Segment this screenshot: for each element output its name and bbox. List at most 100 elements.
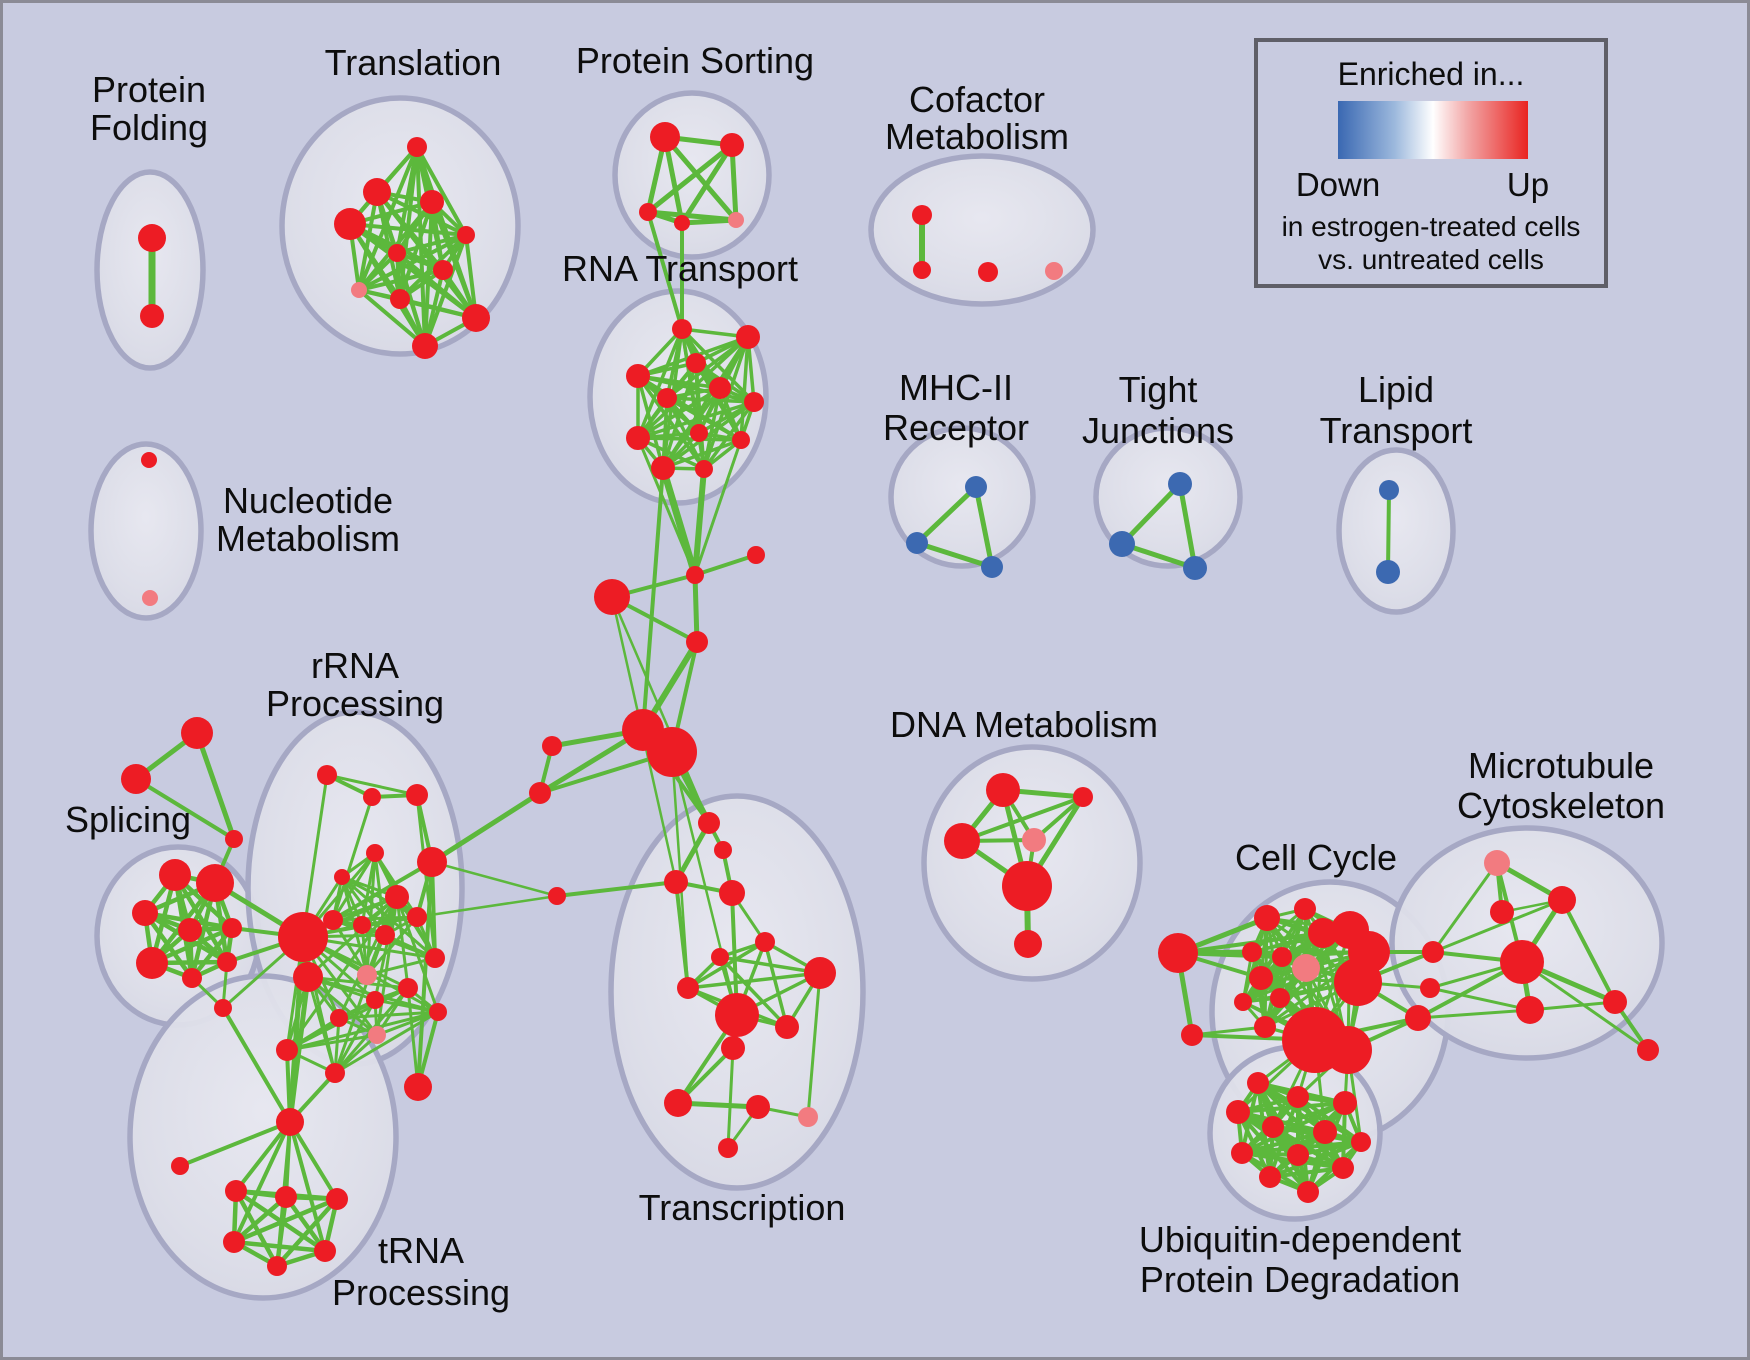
node-ub6 bbox=[1313, 1120, 1337, 1144]
node-rr13 bbox=[323, 910, 343, 930]
node-tn6 bbox=[223, 1231, 245, 1253]
node-cc9 bbox=[1272, 947, 1292, 967]
node-ch2 bbox=[747, 546, 765, 564]
node-dm4 bbox=[1022, 828, 1046, 852]
network-edge bbox=[645, 142, 735, 215]
node-cc17 bbox=[1324, 1026, 1372, 1074]
network-edge bbox=[914, 484, 979, 546]
node-tr4 bbox=[334, 208, 366, 240]
network-edge bbox=[301, 773, 329, 939]
node-cc11 bbox=[1249, 966, 1273, 990]
node-mt7 bbox=[1637, 1039, 1659, 1061]
cluster-label-translation: Translation bbox=[325, 42, 502, 83]
node-pf1 bbox=[138, 224, 166, 252]
network-edge bbox=[670, 750, 739, 1017]
network-edge bbox=[285, 895, 399, 1052]
node-tn8 bbox=[267, 1256, 287, 1276]
node-tx8 bbox=[677, 977, 699, 999]
node-tn5 bbox=[326, 1188, 348, 1210]
node-tx16 bbox=[718, 1138, 738, 1158]
node-rr3 bbox=[225, 830, 243, 848]
node-sp9 bbox=[214, 999, 232, 1017]
node-tx3 bbox=[714, 841, 732, 859]
network-edge bbox=[679, 142, 735, 226]
node-ub12 bbox=[1297, 1181, 1319, 1203]
network-edge bbox=[914, 540, 995, 570]
network-edge bbox=[357, 190, 379, 292]
node-sp5 bbox=[222, 918, 242, 938]
network-edge bbox=[234, 1120, 292, 1193]
network-edge bbox=[233, 1188, 280, 1269]
legend-subtitle-line1: in estrogen-treated cells bbox=[1281, 211, 1581, 242]
node-ub10 bbox=[1332, 1157, 1354, 1179]
network-edge bbox=[679, 217, 739, 226]
network-edge bbox=[1240, 1130, 1327, 1155]
network-edge bbox=[221, 1006, 292, 1124]
nodes bbox=[121, 122, 1659, 1276]
node-tf1 bbox=[276, 1108, 304, 1136]
node-tx13 bbox=[664, 1089, 692, 1117]
network-edge bbox=[1431, 898, 1564, 954]
network-edge bbox=[806, 971, 822, 1119]
node-tx4 bbox=[664, 870, 688, 894]
cluster-label-dna-metabolism: DNA Metabolism bbox=[890, 704, 1158, 745]
node-dm1 bbox=[986, 773, 1020, 807]
node-ps5 bbox=[728, 212, 744, 228]
node-tr1 bbox=[407, 137, 427, 157]
node-dm3 bbox=[944, 823, 980, 859]
node-dm5 bbox=[1002, 861, 1052, 911]
node-ub3 bbox=[1226, 1100, 1250, 1124]
node-sp1 bbox=[159, 859, 191, 891]
node-ch6 bbox=[529, 782, 551, 804]
cluster-label-nucleotide-metabolism: Nucleotide Metabolism bbox=[216, 480, 400, 559]
node-rr20 bbox=[429, 1003, 447, 1021]
node-sp8 bbox=[217, 952, 237, 972]
cluster-ellipse-cofactor-metabolism bbox=[868, 153, 1096, 307]
node-cf3 bbox=[978, 262, 998, 282]
node-cc2 bbox=[1181, 1024, 1203, 1046]
node-cc14 bbox=[1334, 958, 1382, 1006]
network-edge bbox=[674, 880, 690, 990]
node-tx10 bbox=[715, 993, 759, 1037]
legend-subtitle-line2: vs. untreated cells bbox=[1318, 244, 1544, 275]
node-tr5 bbox=[457, 226, 475, 244]
node-tr7 bbox=[433, 260, 453, 280]
node-rt1 bbox=[672, 319, 692, 339]
node-ub5 bbox=[1262, 1116, 1284, 1138]
network-edge bbox=[555, 880, 678, 898]
network-edge bbox=[142, 910, 195, 981]
node-mt4 bbox=[1500, 940, 1544, 984]
node-tr2 bbox=[363, 178, 391, 206]
node-mt5 bbox=[1603, 990, 1627, 1014]
node-tx2 bbox=[698, 812, 720, 834]
node-mh3 bbox=[981, 556, 1003, 578]
node-tx14 bbox=[746, 1095, 770, 1119]
node-rt5 bbox=[709, 377, 731, 399]
node-cc1 bbox=[1158, 933, 1198, 973]
node-cc8 bbox=[1242, 942, 1262, 962]
node-cc10 bbox=[1292, 954, 1320, 982]
cluster-label-microtubule-cytoskeleton: Microtubule Cytoskeleton bbox=[1457, 745, 1665, 826]
network-edge bbox=[1236, 1101, 1347, 1114]
network-edge bbox=[641, 466, 665, 732]
node-cc19 bbox=[1422, 941, 1444, 963]
network-edge bbox=[430, 200, 478, 320]
network-edge bbox=[636, 436, 743, 442]
node-sp4 bbox=[178, 918, 202, 942]
network-edge bbox=[232, 1120, 292, 1244]
network-edge bbox=[395, 895, 410, 990]
node-ps2 bbox=[720, 133, 744, 157]
network-edge bbox=[1428, 986, 1532, 1012]
node-rr7 bbox=[366, 844, 384, 862]
network-edge bbox=[636, 436, 697, 577]
network-edge bbox=[348, 222, 468, 237]
network-edge bbox=[661, 438, 743, 470]
network-edge bbox=[430, 860, 559, 898]
network-edge bbox=[357, 233, 468, 292]
network-edge bbox=[973, 484, 995, 570]
cluster-label-lipid-transport: Lipid Transport bbox=[1320, 369, 1473, 451]
node-rr15 bbox=[375, 925, 395, 945]
node-tn2 bbox=[171, 1157, 189, 1175]
network-edge bbox=[416, 860, 434, 1089]
node-tx9 bbox=[804, 957, 836, 989]
